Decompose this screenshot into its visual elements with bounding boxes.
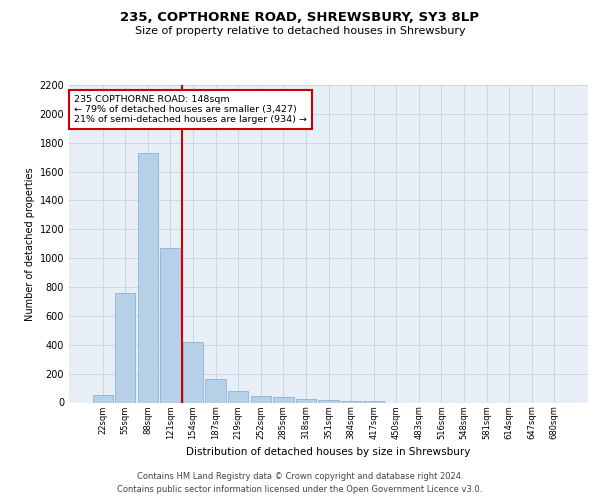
Text: Contains HM Land Registry data © Crown copyright and database right 2024.
Contai: Contains HM Land Registry data © Crown c… xyxy=(118,472,482,494)
Bar xyxy=(251,396,271,402)
X-axis label: Distribution of detached houses by size in Shrewsbury: Distribution of detached houses by size … xyxy=(187,448,470,458)
Text: 235, COPTHORNE ROAD, SHREWSBURY, SY3 8LP: 235, COPTHORNE ROAD, SHREWSBURY, SY3 8LP xyxy=(121,11,479,24)
Bar xyxy=(160,248,181,402)
Bar xyxy=(138,153,158,402)
Text: 235 COPTHORNE ROAD: 148sqm
← 79% of detached houses are smaller (3,427)
21% of s: 235 COPTHORNE ROAD: 148sqm ← 79% of deta… xyxy=(74,94,307,124)
Y-axis label: Number of detached properties: Number of detached properties xyxy=(25,167,35,320)
Bar xyxy=(364,401,384,402)
Bar xyxy=(183,342,203,402)
Bar xyxy=(341,401,361,402)
Bar xyxy=(115,293,136,403)
Bar xyxy=(228,391,248,402)
Bar xyxy=(92,394,113,402)
Bar xyxy=(273,396,293,402)
Bar xyxy=(205,380,226,402)
Text: Size of property relative to detached houses in Shrewsbury: Size of property relative to detached ho… xyxy=(134,26,466,36)
Bar xyxy=(296,399,316,402)
Bar xyxy=(319,400,338,402)
